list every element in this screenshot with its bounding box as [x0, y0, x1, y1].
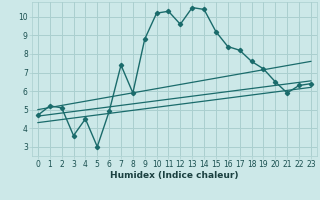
- X-axis label: Humidex (Indice chaleur): Humidex (Indice chaleur): [110, 171, 239, 180]
